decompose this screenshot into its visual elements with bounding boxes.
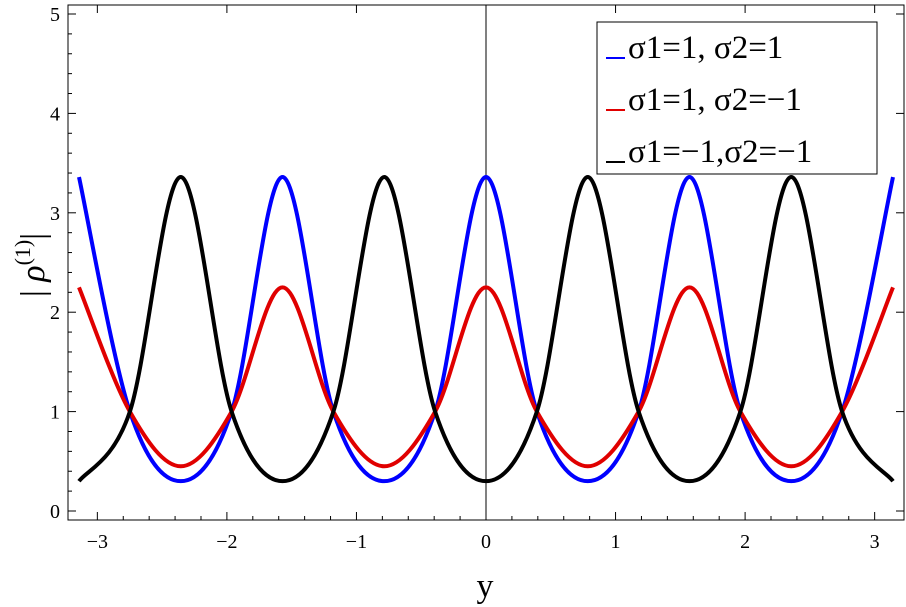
y-axis-title-bar-left: | xyxy=(15,282,52,297)
series-line-2 xyxy=(77,285,895,469)
y-tick-label: 0 xyxy=(50,501,60,523)
svg-text:| ρ(1)|: | ρ(1)| xyxy=(10,233,52,297)
legend-label: σ1=1, σ2=−1 xyxy=(628,82,802,118)
series-line-3 xyxy=(77,175,895,484)
y-tick-label: 2 xyxy=(50,302,60,324)
legend-box xyxy=(596,21,878,175)
y-tick-label: 4 xyxy=(50,103,60,125)
legend-label: σ1=1, σ2=1 xyxy=(628,30,783,66)
series-group xyxy=(77,175,895,484)
x-tick-label: 1 xyxy=(611,531,621,553)
y-axis-title-superscript: (1) xyxy=(10,240,35,266)
x-tick-label: 0 xyxy=(481,531,491,553)
x-tick-label: −2 xyxy=(216,531,237,553)
y-tick-label: 1 xyxy=(50,402,60,424)
x-tick-label: −1 xyxy=(346,531,367,553)
x-tick-label: 3 xyxy=(870,531,880,553)
legend: σ1=1, σ2=1 σ1=1, σ2=−1 σ1=−1,σ2=−1 xyxy=(596,21,878,175)
y-axis-title-rho: ρ xyxy=(15,265,52,282)
x-tick-label: 2 xyxy=(740,531,750,553)
y-axis-title-bar-right: | xyxy=(15,233,52,240)
y-tick-label: 3 xyxy=(50,203,60,225)
series-line-1 xyxy=(77,175,895,484)
x-axis-title: y xyxy=(477,568,494,605)
legend-label: σ1=−1,σ2=−1 xyxy=(628,134,812,170)
y-tick-label: 5 xyxy=(50,4,60,26)
x-tick-label: −3 xyxy=(87,531,108,553)
y-axis-title: | ρ(1)| xyxy=(10,233,52,297)
